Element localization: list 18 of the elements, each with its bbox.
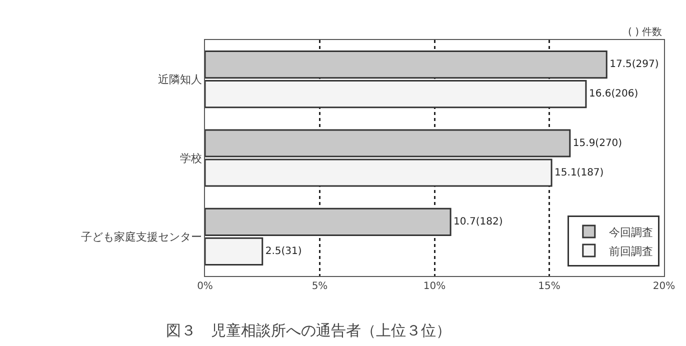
- text: 図３ 児童相談所への通告者（上位３位）: [166, 322, 452, 340]
- y-tick-label: 学校: [180, 152, 202, 165]
- text: ( ) 件数: [628, 27, 662, 38]
- data-label: 15.1(187): [554, 167, 604, 178]
- data-label: 2.5(31): [265, 246, 302, 257]
- data-label: 10.7(182): [454, 216, 503, 228]
- x-tick-label: 0%: [197, 281, 213, 292]
- y-tick-label: 近隣知人: [158, 73, 202, 86]
- y-tick-label: 子ども家庭支援センター: [80, 230, 202, 244]
- x-tick-label: 5%: [312, 281, 328, 292]
- legend-label: 今回調査: [608, 226, 653, 239]
- data-label: 16.6(206): [588, 88, 638, 100]
- legend-label: 前回調査: [608, 244, 653, 258]
- data-label: 15.9(270): [572, 138, 622, 149]
- x-tick-label: 15%: [538, 281, 560, 292]
- data-label: 17.5(297): [610, 59, 659, 70]
- x-tick-label: 20%: [652, 281, 676, 292]
- x-tick-label: 10%: [423, 281, 446, 292]
